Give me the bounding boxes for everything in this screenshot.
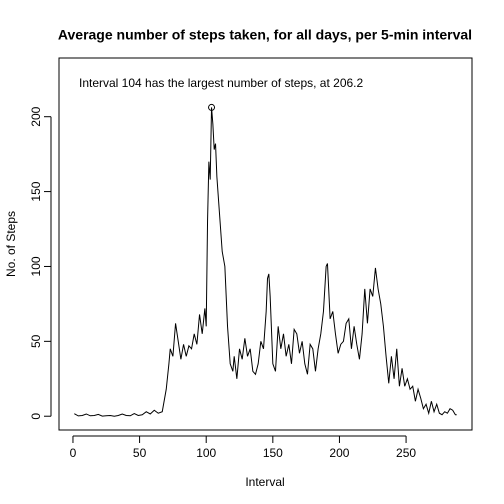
y-tick-label: 150 (29, 181, 43, 201)
plot-box (58, 57, 473, 431)
x-tick-label: 200 (329, 446, 349, 460)
annotation-text: Interval 104 has the largest number of s… (79, 76, 364, 90)
y-tick-label: 0 (29, 413, 43, 420)
y-tick-label: 100 (29, 256, 43, 276)
y-axis-label: No. of Steps (4, 211, 18, 277)
x-axis-label: Interval (245, 475, 284, 489)
y-tick-label: 50 (29, 334, 43, 348)
x-tick-label: 150 (263, 446, 283, 460)
chart-title: Average number of steps taken, for all d… (58, 27, 472, 43)
peak-marker (208, 103, 216, 111)
y-tick-label: 200 (29, 106, 43, 126)
x-tick-label: 100 (196, 446, 216, 460)
x-tick-label: 50 (133, 446, 147, 460)
x-tick-label: 250 (396, 446, 416, 460)
x-tick-label: 0 (70, 446, 77, 460)
data-line (74, 107, 457, 417)
